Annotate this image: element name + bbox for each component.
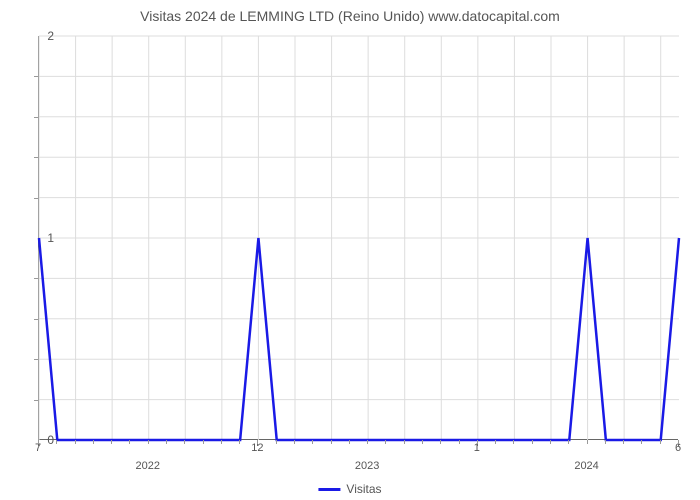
x-minor-tick xyxy=(331,440,332,444)
x-minor-tick xyxy=(641,440,642,444)
y-minor-tick xyxy=(34,157,38,158)
x-minor-tick xyxy=(422,440,423,444)
x-minor-tick xyxy=(459,440,460,444)
chart-title: Visitas 2024 de LEMMING LTD (Reino Unido… xyxy=(0,8,700,24)
y-tick-label: 1 xyxy=(47,231,54,245)
x-minor-tick xyxy=(385,440,386,444)
plot-area xyxy=(38,36,678,440)
y-minor-tick xyxy=(34,278,38,279)
y-minor-tick xyxy=(34,198,38,199)
x-minor-tick xyxy=(367,440,368,444)
x-minor-tick xyxy=(184,440,185,444)
y-minor-tick xyxy=(34,319,38,320)
x-year-label: 2024 xyxy=(574,460,598,472)
line-svg xyxy=(39,36,678,439)
x-minor-tick xyxy=(550,440,551,444)
x-minor-tick xyxy=(75,440,76,444)
x-minor-tick xyxy=(513,440,514,444)
legend-swatch xyxy=(318,488,340,491)
x-minor-tick xyxy=(276,440,277,444)
y-minor-tick xyxy=(34,117,38,118)
x-minor-tick xyxy=(404,440,405,444)
x-minor-tick xyxy=(93,440,94,444)
x-minor-tick xyxy=(623,440,624,444)
y-minor-tick xyxy=(34,359,38,360)
x-minor-tick xyxy=(129,440,130,444)
legend-label: Visitas xyxy=(346,482,381,496)
y-minor-tick xyxy=(34,400,38,401)
x-year-label: 2023 xyxy=(355,460,379,472)
visits-line-chart: Visitas 2024 de LEMMING LTD (Reino Unido… xyxy=(0,8,700,500)
x-minor-tick xyxy=(203,440,204,444)
visits-series-line xyxy=(39,238,679,440)
x-minor-tick xyxy=(38,440,39,444)
y-minor-tick xyxy=(34,76,38,77)
x-minor-tick xyxy=(605,440,606,444)
x-minor-tick xyxy=(440,440,441,444)
x-minor-tick xyxy=(568,440,569,444)
x-minor-tick xyxy=(257,440,258,444)
x-minor-tick xyxy=(148,440,149,444)
x-minor-tick xyxy=(312,440,313,444)
x-minor-tick xyxy=(660,440,661,444)
x-minor-tick xyxy=(111,440,112,444)
x-minor-tick xyxy=(477,440,478,444)
x-year-label: 2022 xyxy=(135,460,159,472)
x-minor-tick xyxy=(587,440,588,444)
x-minor-tick xyxy=(532,440,533,444)
chart-legend: Visitas xyxy=(318,482,381,496)
x-minor-tick xyxy=(678,440,679,444)
x-minor-tick xyxy=(239,440,240,444)
x-minor-tick xyxy=(349,440,350,444)
x-minor-tick xyxy=(166,440,167,444)
x-minor-tick xyxy=(294,440,295,444)
x-minor-tick xyxy=(221,440,222,444)
x-minor-tick xyxy=(495,440,496,444)
x-minor-tick xyxy=(56,440,57,444)
y-tick-label: 0 xyxy=(47,433,54,447)
y-tick-label: 2 xyxy=(47,29,54,43)
